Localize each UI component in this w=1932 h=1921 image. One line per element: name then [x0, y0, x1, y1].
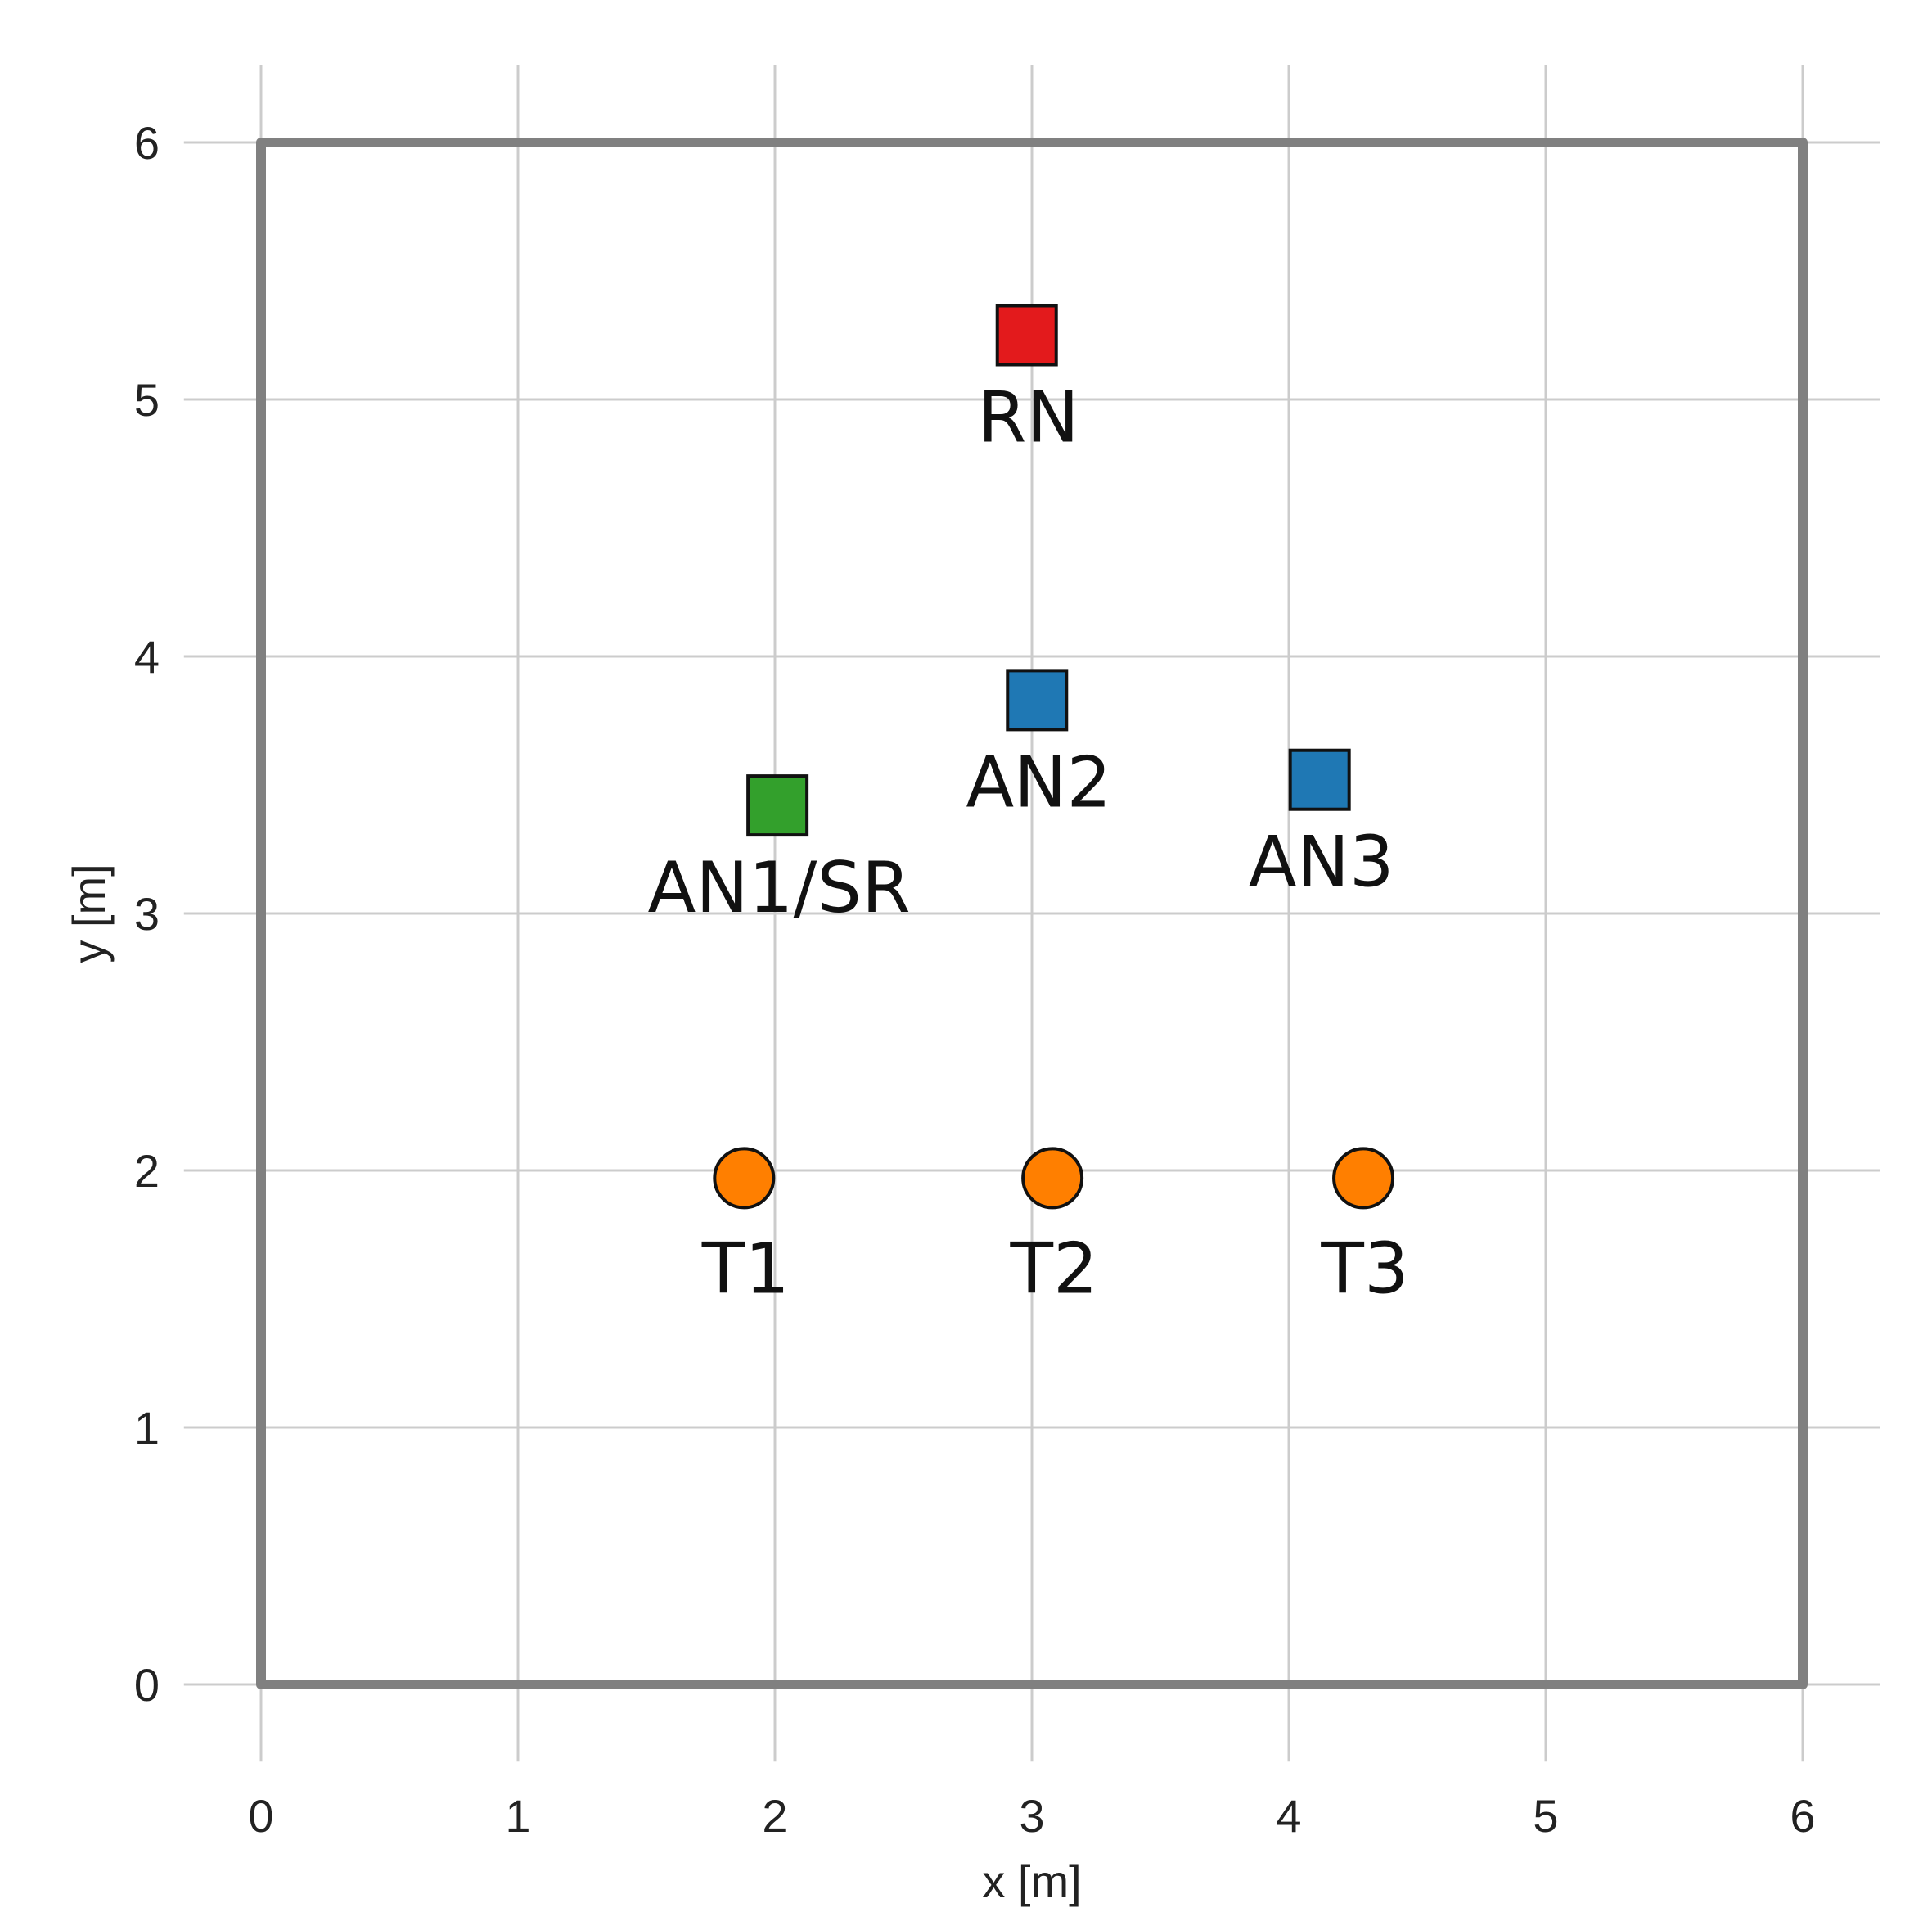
point-an3: [1288, 748, 1351, 811]
label-t2: T2: [1009, 1228, 1097, 1310]
x-tick-label: 3: [1019, 1790, 1044, 1842]
label-rn: RN: [978, 377, 1079, 459]
y-tick-label: 1: [134, 1402, 160, 1454]
label-an1-sr: AN1/SR: [648, 847, 911, 929]
label-an2: AN2: [966, 742, 1111, 823]
y-tick-label: 3: [134, 888, 160, 940]
point-t3: [1332, 1147, 1395, 1210]
y-axis-ticks: 0 1 2 3 4 5 6: [134, 117, 160, 1711]
y-tick-label: 4: [134, 631, 160, 683]
x-tick-label: 0: [248, 1790, 273, 1842]
x-tick-label: 6: [1790, 1790, 1815, 1842]
x-tick-label: 2: [762, 1790, 787, 1842]
y-axis-title: y [m]: [63, 864, 115, 963]
x-axis-title: x [m]: [982, 1856, 1081, 1907]
point-t1: [713, 1147, 776, 1210]
point-labels: RN AN2 AN3 AN1/SR T1 T2 T3: [648, 377, 1409, 1310]
x-tick-label: 5: [1533, 1790, 1558, 1842]
data-points: [713, 304, 1395, 1210]
room-boundary: [256, 138, 1808, 1689]
label-t1: T1: [701, 1228, 790, 1310]
x-tick-label: 4: [1276, 1790, 1301, 1842]
y-tick-label: 0: [134, 1659, 160, 1711]
y-tick-label: 2: [134, 1145, 160, 1197]
label-an3: AN3: [1249, 822, 1394, 904]
point-rn: [995, 304, 1058, 367]
point-an1-sr: [746, 774, 809, 837]
y-tick-label: 6: [134, 117, 160, 169]
point-t2: [1021, 1147, 1084, 1210]
x-tick-label: 1: [505, 1790, 530, 1842]
y-tick-label: 5: [134, 374, 160, 426]
point-an2: [1006, 669, 1069, 732]
label-t3: T3: [1320, 1228, 1408, 1310]
boundary-rect: [256, 138, 1808, 1689]
x-axis-ticks: 0 1 2 3 4 5 6: [248, 1790, 1815, 1842]
